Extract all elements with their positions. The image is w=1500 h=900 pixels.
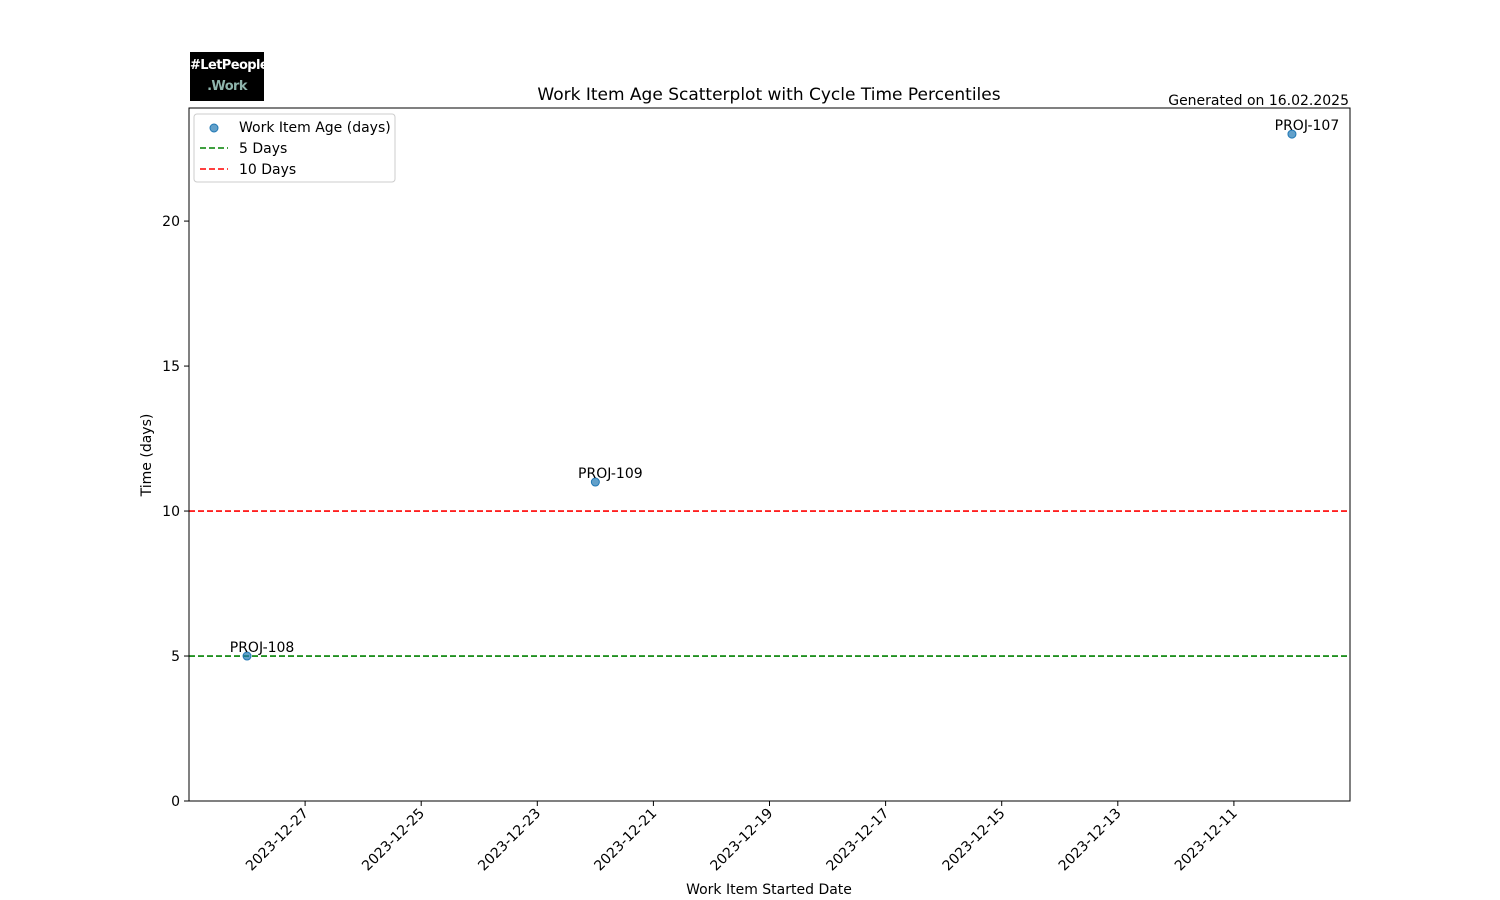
- legend-marker-scatter: [209, 123, 219, 133]
- legend-label: Work Item Age (days): [239, 120, 391, 136]
- x-tick-label: 2023-12-15: [940, 806, 1009, 875]
- y-axis-label: Time (days): [139, 414, 155, 498]
- logo-line-1: #LetPeople: [190, 58, 269, 73]
- x-tick-label: 2023-12-27: [243, 806, 312, 875]
- data-point: [242, 651, 252, 661]
- x-axis: 2023-12-27 2023-12-25 2023-12-23 2023-12-21…: [243, 801, 1241, 874]
- x-tick-label: 2023-12-21: [591, 806, 660, 875]
- legend-box: [193, 113, 396, 183]
- data-point: [590, 477, 600, 487]
- x-tick-label: 2023-12-19: [707, 806, 776, 875]
- data-point-label: PROJ-109: [578, 466, 643, 482]
- chart-title: Work Item Age Scatterplot with Cycle Tim…: [537, 85, 1000, 105]
- chart-subtitle: Generated on 16.02.2025: [1168, 93, 1349, 109]
- data-points: PROJ-108 PROJ-109 PROJ-107: [230, 118, 1340, 661]
- data-point: [1287, 129, 1297, 139]
- x-tick-label: 2023-12-25: [359, 806, 428, 875]
- y-tick-label: 10: [162, 504, 180, 520]
- y-tick-label: 0: [171, 794, 180, 810]
- y-tick-label: 20: [162, 214, 180, 230]
- x-tick-label: 2023-12-23: [475, 806, 544, 875]
- plot-frame: [188, 107, 1351, 802]
- legend-label: 10 Days: [239, 162, 296, 178]
- y-axis: 0 5 10 15 20: [162, 214, 189, 810]
- x-tick-label: 2023-12-17: [824, 806, 893, 875]
- logo-line-2: .Work: [207, 79, 247, 94]
- x-tick-label: 2023-12-13: [1056, 806, 1125, 875]
- legend-label: 5 Days: [239, 141, 287, 157]
- data-point-label: PROJ-108: [230, 640, 295, 656]
- y-tick-label: 5: [171, 649, 180, 665]
- x-axis-label: Work Item Started Date: [686, 882, 852, 898]
- y-tick-label: 15: [162, 359, 180, 375]
- data-point-label: PROJ-107: [1275, 118, 1340, 134]
- reference-lines: [189, 510, 1350, 657]
- letpeople-logo: #LetPeople .Work: [190, 52, 269, 101]
- x-tick-label: 2023-12-11: [1172, 806, 1241, 875]
- legend: Work Item Age (days) 5 Days 10 Days: [193, 113, 396, 183]
